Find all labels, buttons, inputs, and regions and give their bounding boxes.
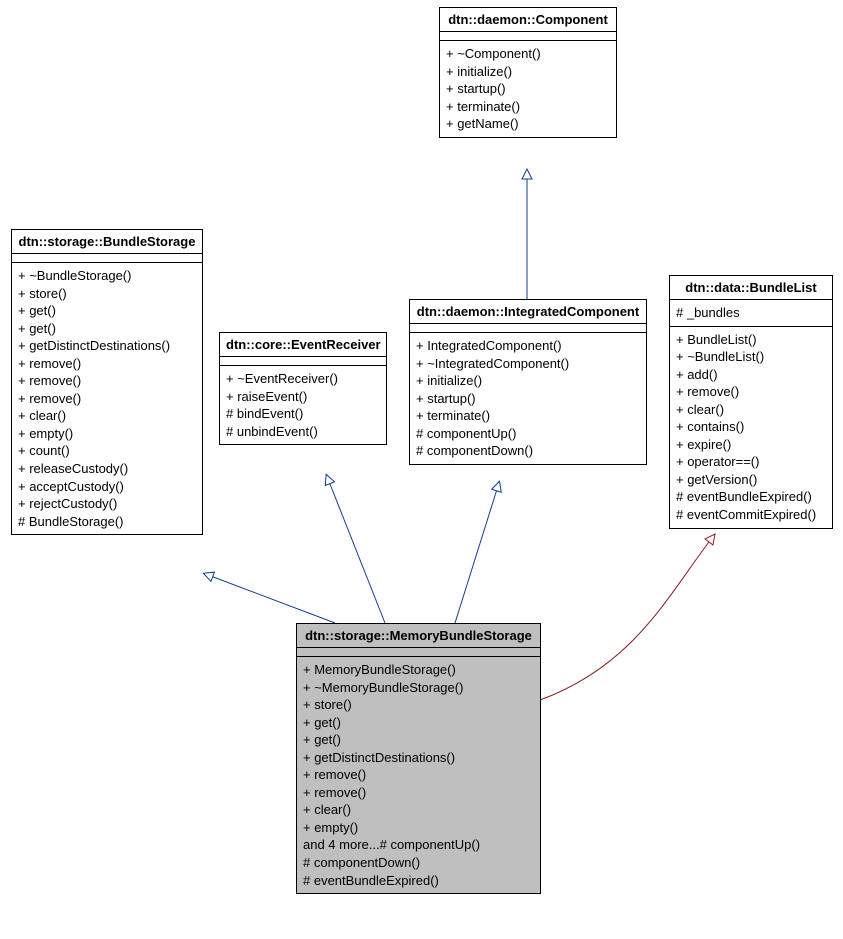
method: + clear() xyxy=(676,401,826,419)
method: and 4 more...# componentUp() xyxy=(303,836,534,854)
class-bundle-list: dtn::data::BundleList # _bundles + Bundl… xyxy=(669,275,833,529)
edge-inherit xyxy=(328,479,385,623)
method: + get() xyxy=(18,320,196,338)
method: + clear() xyxy=(303,801,534,819)
method: + initialize() xyxy=(446,63,610,81)
method: # componentDown() xyxy=(416,442,640,460)
class-methods: + MemoryBundleStorage() + ~MemoryBundleS… xyxy=(297,657,540,893)
class-attrs xyxy=(440,32,616,41)
method: # eventCommitExpired() xyxy=(676,506,826,524)
class-title: dtn::data::BundleList xyxy=(670,276,832,300)
class-methods: + ~BundleStorage() + store() + get() + g… xyxy=(12,263,202,534)
method: + clear() xyxy=(18,407,196,425)
edge-private-inherit xyxy=(540,538,712,700)
method: + add() xyxy=(676,366,826,384)
class-attrs xyxy=(220,357,386,366)
method: + acceptCustody() xyxy=(18,478,196,496)
method: # componentDown() xyxy=(303,854,534,872)
method: + get() xyxy=(303,731,534,749)
class-methods: + ~EventReceiver() + raiseEvent() # bind… xyxy=(220,366,386,444)
class-event-receiver: dtn::core::EventReceiver + ~EventReceive… xyxy=(219,332,387,445)
method: + expire() xyxy=(676,436,826,454)
method: + rejectCustody() xyxy=(18,495,196,513)
method: + IntegratedComponent() xyxy=(416,337,640,355)
class-attrs: # _bundles xyxy=(670,300,832,327)
method: + ~MemoryBundleStorage() xyxy=(303,679,534,697)
method: + ~EventReceiver() xyxy=(226,370,380,388)
class-attrs xyxy=(297,648,540,657)
method: + MemoryBundleStorage() xyxy=(303,661,534,679)
method: + raiseEvent() xyxy=(226,388,380,406)
method: + initialize() xyxy=(416,372,640,390)
class-methods: + BundleList() + ~BundleList() + add() +… xyxy=(670,327,832,528)
method: + remove() xyxy=(676,383,826,401)
class-title: dtn::core::EventReceiver xyxy=(220,333,386,357)
method: + getVersion() xyxy=(676,471,826,489)
method: + count() xyxy=(18,442,196,460)
edge-inherit xyxy=(208,575,335,623)
method: + empty() xyxy=(303,819,534,837)
class-title: dtn::daemon::IntegratedComponent xyxy=(410,300,646,324)
method: + ~BundleStorage() xyxy=(18,267,196,285)
method: + getDistinctDestinations() xyxy=(303,749,534,767)
class-component: dtn::daemon::Component + ~Component() + … xyxy=(439,7,617,138)
method: + operator==() xyxy=(676,453,826,471)
class-bundle-storage: dtn::storage::BundleStorage + ~BundleSto… xyxy=(11,229,203,535)
class-title: dtn::daemon::Component xyxy=(440,8,616,32)
edge-inherit xyxy=(455,486,498,623)
method: # eventBundleExpired() xyxy=(676,488,826,506)
class-title: dtn::storage::MemoryBundleStorage xyxy=(297,624,540,648)
method: + remove() xyxy=(18,355,196,373)
method: + remove() xyxy=(18,372,196,390)
method: + getDistinctDestinations() xyxy=(18,337,196,355)
class-title: dtn::storage::BundleStorage xyxy=(12,230,202,254)
method: + get() xyxy=(303,714,534,732)
method: + ~Component() xyxy=(446,45,610,63)
method: + startup() xyxy=(416,390,640,408)
method: + startup() xyxy=(446,80,610,98)
method: + remove() xyxy=(303,766,534,784)
method: + terminate() xyxy=(416,407,640,425)
method: + remove() xyxy=(303,784,534,802)
attr: # _bundles xyxy=(676,304,826,322)
class-memory-bundle-storage: dtn::storage::MemoryBundleStorage + Memo… xyxy=(296,623,541,894)
method: + contains() xyxy=(676,418,826,436)
method: + getName() xyxy=(446,115,610,133)
method: # unbindEvent() xyxy=(226,423,380,441)
class-methods: + ~Component() + initialize() + startup(… xyxy=(440,41,616,137)
class-methods: + IntegratedComponent() + ~IntegratedCom… xyxy=(410,333,646,464)
method: # bindEvent() xyxy=(226,405,380,423)
method: + empty() xyxy=(18,425,196,443)
method: + store() xyxy=(18,285,196,303)
method: + ~BundleList() xyxy=(676,348,826,366)
method: + get() xyxy=(18,302,196,320)
method: # componentUp() xyxy=(416,425,640,443)
method: + BundleList() xyxy=(676,331,826,349)
method: + remove() xyxy=(18,390,196,408)
method: # BundleStorage() xyxy=(18,513,196,531)
method: + store() xyxy=(303,696,534,714)
method: + releaseCustody() xyxy=(18,460,196,478)
method: + terminate() xyxy=(446,98,610,116)
class-attrs xyxy=(12,254,202,263)
method: # eventBundleExpired() xyxy=(303,872,534,890)
method: + ~IntegratedComponent() xyxy=(416,355,640,373)
class-integrated-component: dtn::daemon::IntegratedComponent + Integ… xyxy=(409,299,647,465)
class-attrs xyxy=(410,324,646,333)
